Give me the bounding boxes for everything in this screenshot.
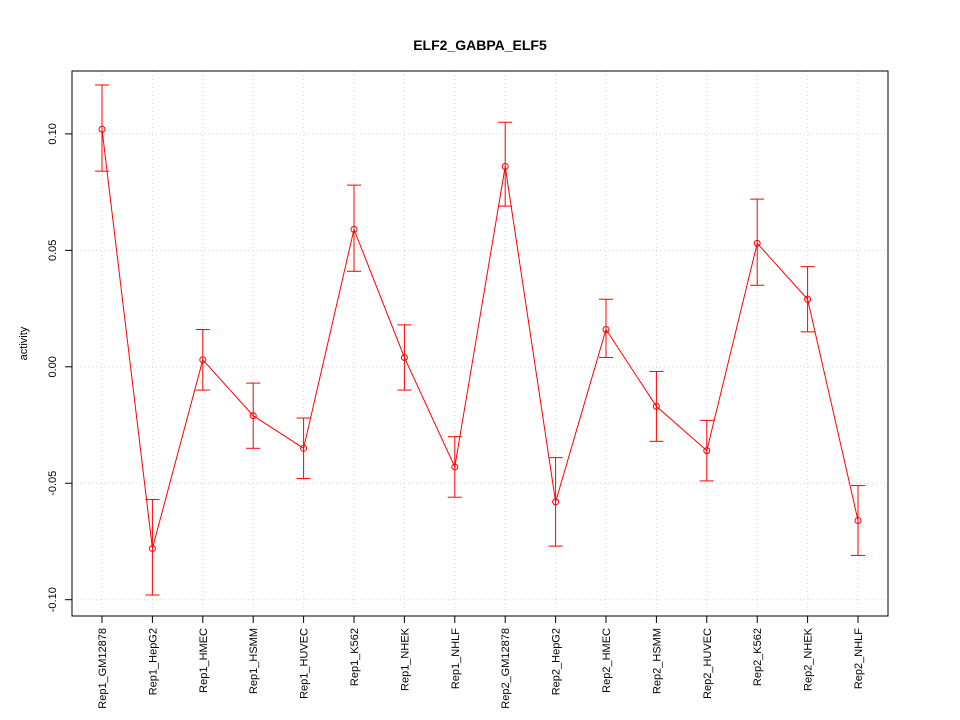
x-tick-label: Rep2_K562	[752, 628, 764, 686]
x-tick-label: Rep2_NHLF	[853, 628, 865, 689]
series-layer	[95, 84, 865, 596]
data-point	[602, 326, 610, 334]
data-point	[300, 444, 308, 452]
x-tick-label: Rep2_GM12878	[500, 628, 512, 709]
data-point	[652, 402, 660, 410]
data-point	[552, 498, 560, 506]
x-tick-label: Rep1_NHEK	[399, 627, 411, 691]
data-point	[400, 353, 408, 361]
data-point	[199, 356, 207, 364]
y-tick-label: -0.10	[47, 587, 59, 612]
x-tick-label: Rep2_HepG2	[551, 628, 563, 695]
data-point	[249, 412, 257, 420]
y-tick-label: 0.05	[47, 240, 59, 261]
y-tick-label: -0.05	[47, 471, 59, 496]
grid-layer	[72, 71, 888, 616]
data-point	[854, 517, 862, 525]
data-point	[350, 225, 358, 233]
y-tick-label: 0.10	[47, 123, 59, 144]
x-tick-label: Rep1_NHLF	[450, 628, 462, 689]
data-point	[148, 544, 156, 552]
x-tick-label: Rep1_HepG2	[147, 628, 159, 695]
y-tick-label: 0.00	[47, 356, 59, 377]
x-tick-label: Rep2_NHEK	[803, 627, 815, 691]
plot-frame	[71, 70, 889, 617]
y-axis-label: activity	[18, 326, 30, 360]
x-tick-label: Rep1_HUVEC	[299, 628, 311, 699]
series-line	[101, 129, 859, 549]
data-point	[753, 239, 761, 247]
data-point	[98, 125, 106, 133]
x-tick-label: Rep1_HSMM	[248, 628, 260, 694]
x-tick-label: Rep1_GM12878	[97, 628, 109, 709]
x-tick-label: Rep1_K562	[349, 628, 361, 686]
data-point	[501, 162, 509, 170]
axis-layer: Rep1_GM12878 Rep1_HepG2 Rep1_HMEC Rep1_HSMM…	[47, 123, 865, 709]
x-tick-label: Rep2_HMEC	[601, 628, 613, 693]
chart-title: ELF2_GABPA_ELF5	[413, 37, 547, 53]
data-point	[804, 295, 812, 303]
data-point	[703, 447, 711, 455]
x-tick-label: Rep1_HMEC	[198, 628, 210, 693]
x-tick-label: Rep2_HUVEC	[702, 628, 714, 699]
data-point	[451, 463, 459, 471]
x-tick-label: Rep2_HSMM	[651, 628, 663, 694]
